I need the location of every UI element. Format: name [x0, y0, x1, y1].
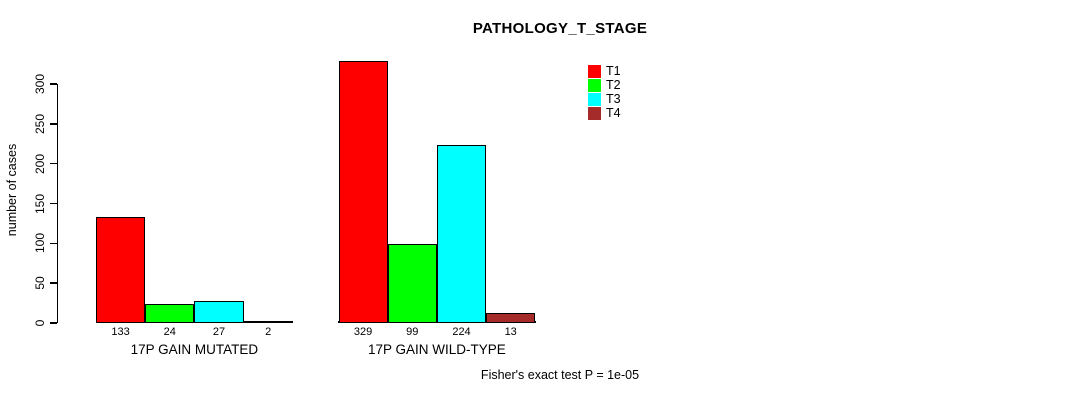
bar-t2-1: [145, 303, 195, 323]
bar-t2-2: [387, 244, 437, 323]
bar-t3-2: [436, 144, 487, 323]
fisher-test-annotation: Fisher's exact test P = 1e-05: [480, 368, 640, 382]
y-tick: [49, 162, 57, 165]
bar-value-label: 224: [452, 326, 471, 338]
bar-t1-2: [338, 60, 388, 323]
y-tick: [49, 242, 57, 245]
legend-swatch-icon: [588, 92, 601, 106]
y-tick: [49, 123, 57, 125]
y-tick-label: 100: [33, 233, 47, 254]
y-tick-label: 250: [33, 113, 47, 134]
bar-t4-2: [486, 312, 536, 323]
y-tick: [49, 282, 57, 284]
y-axis-title: number of cases: [5, 143, 19, 237]
legend-label: T2: [606, 78, 621, 92]
legend-label: T1: [606, 64, 621, 78]
y-tick-label: 200: [33, 153, 47, 174]
legend-item-t2: T2: [588, 78, 621, 92]
bar-t3-1: [194, 301, 244, 323]
legend-item-t1: T1: [588, 64, 621, 78]
legend-item-t3: T3: [588, 92, 621, 106]
y-axis-line: [56, 84, 58, 323]
legend-item-t4: T4: [588, 106, 621, 120]
y-tick-label: 0: [33, 319, 47, 327]
legend-swatch-icon: [588, 78, 601, 92]
y-tick-label: 300: [33, 73, 47, 95]
y-tick: [49, 202, 57, 205]
bar-t4-1: [243, 321, 293, 323]
group-label: 17P GAIN WILD-TYPE: [367, 341, 506, 357]
chart-title: PATHOLOGY_T_STAGE: [472, 20, 648, 37]
bar-value-label: 2: [265, 326, 272, 338]
y-tick: [49, 322, 57, 324]
bar-value-label: 27: [212, 326, 226, 338]
bar-value-label: 99: [406, 326, 419, 338]
y-tick: [49, 83, 57, 85]
bar-value-label: 24: [163, 326, 176, 338]
legend-label: T3: [606, 92, 621, 106]
bar-t1-1: [96, 217, 146, 323]
legend-swatch-icon: [588, 106, 601, 120]
legend: T1 T2 T3 T4: [588, 64, 621, 120]
legend-swatch-icon: [588, 64, 601, 78]
bar-value-label: 133: [111, 326, 130, 338]
bar-value-label: 329: [353, 326, 373, 338]
legend-label: T4: [606, 106, 621, 120]
bar-value-label: 13: [504, 326, 517, 338]
group-label: 17P GAIN MUTATED: [130, 341, 259, 357]
y-tick-label: 150: [33, 193, 47, 214]
y-tick-label: 50: [33, 276, 47, 290]
